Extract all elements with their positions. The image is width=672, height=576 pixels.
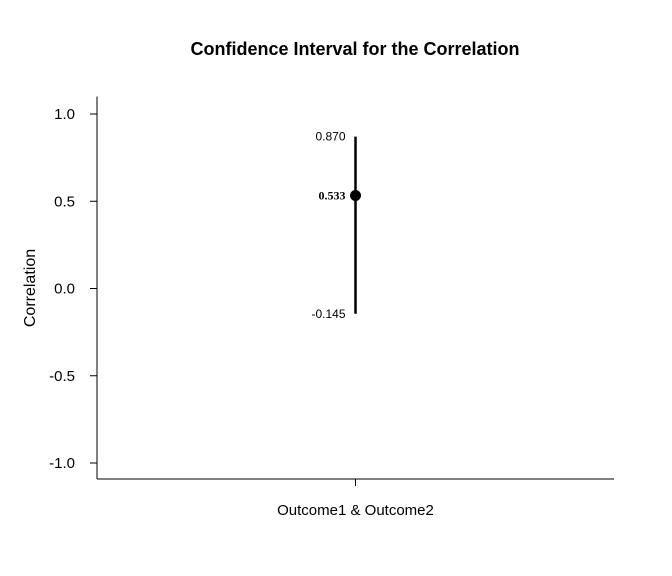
y-tick-label: 0.5	[54, 193, 75, 210]
y-tick-label: 1.0	[54, 106, 75, 123]
lower-bound-label: -0.145	[311, 307, 345, 321]
y-tick-label: 0.0	[54, 281, 75, 298]
upper-bound-label: 0.870	[315, 130, 345, 144]
x-tick-label: Outcome1 & Outcome2	[277, 502, 434, 519]
y-tick-label: -0.5	[49, 368, 75, 385]
y-axis-title: Correlation	[22, 249, 39, 327]
chart-title: Confidence Interval for the Correlation	[190, 39, 519, 59]
y-tick-label: -1.0	[49, 455, 75, 472]
plot-area: 1.0 0.5 0.0 -0.5 -1.0 Outcome1 & Outcome2 0.87…	[49, 96, 614, 519]
estimate-label: 0.533	[319, 188, 346, 202]
point-estimate-marker	[350, 189, 361, 201]
